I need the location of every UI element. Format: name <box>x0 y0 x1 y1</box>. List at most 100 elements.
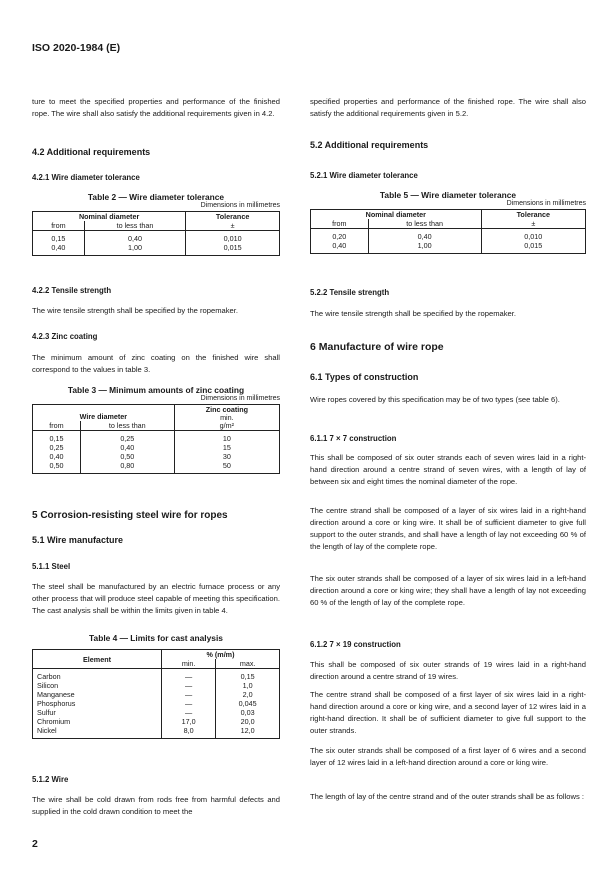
paragraph: The six outer strands shall be composed … <box>310 746 586 767</box>
paragraph: The length of lay of the centre strand a… <box>310 792 584 801</box>
col-header: to less than <box>83 221 186 231</box>
table-row: 0,20 0,40 0,010 <box>311 228 586 241</box>
table-dims: Dimensions in millimetres <box>200 202 280 209</box>
table-row: 0,40 1,00 0,015 <box>311 241 586 254</box>
table-cell: Nickel <box>37 726 57 735</box>
col-header: min. <box>173 414 280 421</box>
heading-4-2-1: 4.2.1 Wire diameter tolerance <box>32 173 140 182</box>
table-cell: 0,15 <box>49 434 64 443</box>
paragraph: specified properties and performance of … <box>310 97 586 118</box>
col-header: from <box>49 421 64 430</box>
paragraph: The wire shall be cold drawn from rods f… <box>32 795 280 816</box>
col-header: Element <box>83 654 111 664</box>
col-header: Zinc coating <box>173 404 280 414</box>
table-cell: 0,40 <box>49 452 64 461</box>
heading-6-1-2: 6.1.2 7 × 19 construction <box>310 640 401 649</box>
table-row: Manganese —2,0 <box>33 690 280 699</box>
col-header: Wire diameter <box>79 412 128 421</box>
table-cell: 20,0 <box>215 717 280 726</box>
paragraph: The wire tensile strength shall be speci… <box>310 309 516 318</box>
table-cell: 0,15 <box>215 668 280 681</box>
table-row: Silicon —1,0 <box>33 681 280 690</box>
heading-5-1: 5.1 Wire manufacture <box>32 535 123 545</box>
col-header: to less than <box>367 219 482 229</box>
table-cell: — <box>160 690 216 699</box>
table-cell: — <box>160 681 216 690</box>
table-cell: Sulfur <box>37 708 56 717</box>
table-cell: 10 <box>173 430 280 443</box>
heading-4-2-3: 4.2.3 Zinc coating <box>32 332 98 341</box>
table-cell: 0,015 <box>185 243 280 256</box>
table-caption: Table 4 — Limits for cast analysis <box>89 633 223 643</box>
heading-5-2-2: 5.2.2 Tensile strength <box>310 288 390 297</box>
col-header: g/m² <box>173 421 280 431</box>
heading-6-1: 6.1 Types of construction <box>310 372 419 382</box>
table-row: Nickel 8,0 12,0 <box>33 726 280 739</box>
table-cell: 0,40 <box>79 443 175 452</box>
table-cell: Silicon <box>37 681 59 690</box>
table-cell: 0,015 <box>480 241 586 254</box>
table-row: 0,50 0,80 50 <box>33 461 280 474</box>
table-cell: 0,25 <box>79 430 175 443</box>
heading-5-1-2: 5.1.2 Wire <box>32 775 69 784</box>
table-cell: 0,010 <box>480 228 586 241</box>
table-caption: Table 2 — Wire diameter tolerance <box>87 192 225 202</box>
table-row: Sulfur —0,03 <box>33 708 280 717</box>
table-cell: 0,40 <box>83 230 186 243</box>
col-header: Nominal diameter <box>78 212 140 221</box>
col-header: Tolerance <box>185 211 280 221</box>
table-row: 0,40 0,50 30 <box>33 452 280 461</box>
table-cell: 2,0 <box>215 690 280 699</box>
table-4: Table 4 — Limits for cast analysis Eleme… <box>32 633 280 739</box>
table-row: 0,25 0,40 15 <box>33 443 280 452</box>
paragraph: ture to meet the specified properties an… <box>32 97 280 118</box>
heading-5-1-1: 5.1.1 Steel <box>32 562 71 571</box>
table-cell: 0,03 <box>215 708 280 717</box>
table-cell: 0,40 <box>332 241 347 250</box>
table-cell: Phosphorus <box>37 699 76 708</box>
heading-5: 5 Corrosion-resisting steel wire for rop… <box>32 510 228 521</box>
col-header: from <box>332 219 347 228</box>
paragraph: The six outer strands shall be composed … <box>310 574 586 607</box>
table-dims: Dimensions in millimetres <box>506 200 586 207</box>
table-row: 0,15 0,25 10 <box>33 430 280 443</box>
paragraph: The centre strand shall be composed of a… <box>310 506 586 551</box>
heading-4-2: 4.2 Additional requirements <box>32 147 151 157</box>
table-caption: Table 5 — Wire diameter tolerance <box>379 190 517 200</box>
col-header: ± <box>480 219 586 229</box>
paragraph: The centre strand shall be composed of a… <box>310 690 586 735</box>
table-row: Carbon —0,15 <box>33 668 280 681</box>
paragraph: Wire ropes covered by this specification… <box>310 395 560 404</box>
table-cell: 0,25 <box>49 443 64 452</box>
col-header: min. <box>160 659 216 669</box>
paragraph: This shall be composed of six outer stra… <box>310 453 586 486</box>
col-header: Nominal diameter <box>365 210 426 219</box>
paragraph: The minimum amount of zinc coating on th… <box>32 353 280 374</box>
table-caption: Table 3 — Minimum amounts of zinc coatin… <box>67 385 245 395</box>
col-header: max. <box>215 659 280 669</box>
col-header: % (m/m) <box>161 649 280 659</box>
paragraph: This shall be composed of six outer stra… <box>310 660 586 681</box>
table-cell: 0,15 <box>51 234 66 243</box>
table-cell: 1,0 <box>215 681 280 690</box>
table-3: Table 3 — Minimum amounts of zinc coatin… <box>32 385 280 474</box>
table-cell: 1,00 <box>83 243 186 256</box>
col-header: ± <box>185 221 280 231</box>
table-cell: Chromium <box>37 717 71 726</box>
table-cell: Manganese <box>37 690 75 699</box>
table-2: Table 2 — Wire diameter tolerance Dimens… <box>32 192 280 256</box>
heading-6-1-1: 6.1.1 7 × 7 construction <box>310 434 397 443</box>
table-cell: 0,20 <box>332 232 347 241</box>
document-id: ISO 2020-1984 (E) <box>32 42 121 54</box>
page-number: 2 <box>32 838 38 850</box>
heading-5-2: 5.2 Additional requirements <box>310 140 429 150</box>
table-cell: 0,045 <box>215 699 280 708</box>
table-cell: — <box>160 668 216 681</box>
table-cell: — <box>160 708 216 717</box>
table-cell: 0,50 <box>49 461 64 470</box>
table-cell: 30 <box>173 452 280 461</box>
table-cell: 0,40 <box>367 228 482 241</box>
col-header: to less than <box>79 421 175 431</box>
table-row: 0,40 1,00 0,015 <box>33 243 280 256</box>
